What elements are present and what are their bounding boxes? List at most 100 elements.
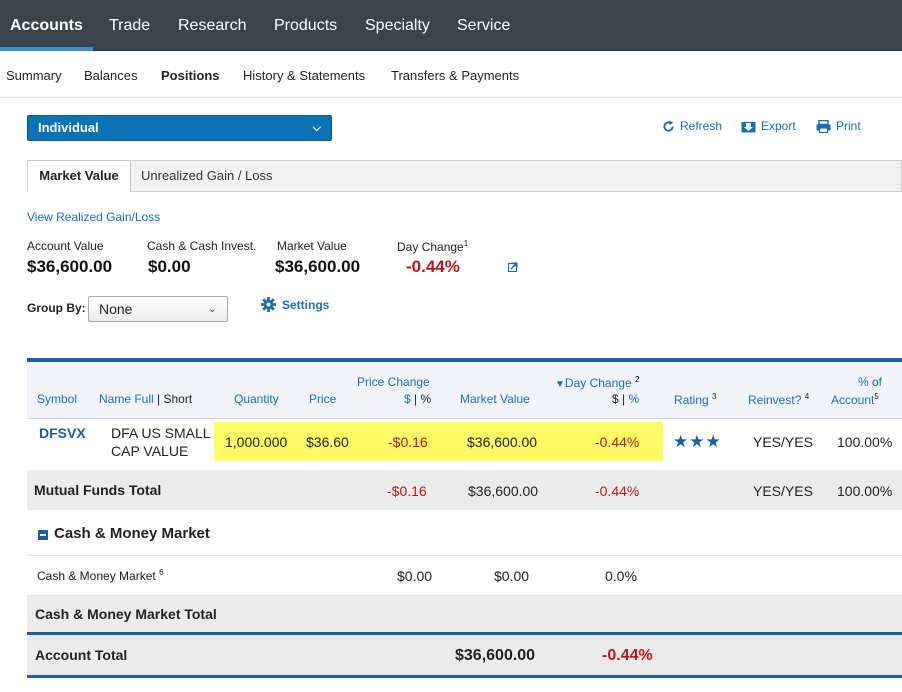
market-value: $36,600.00 [275, 257, 361, 276]
cash-total-label: Cash & Money Market Total [35, 606, 217, 622]
table-top-border [27, 358, 902, 362]
account-selector[interactable]: Individual ⌵ [27, 115, 332, 141]
col-price[interactable]: Price [309, 392, 337, 406]
col-reinvest[interactable]: Reinvest? 4 [748, 392, 810, 407]
col-account[interactable]: Account5 [831, 392, 879, 407]
account-total-label: Account Total [35, 647, 128, 663]
position-price-change: -$0.16 [388, 434, 428, 450]
subnav-balances[interactable]: Balances [84, 68, 138, 83]
col-name-full[interactable]: Name Full [99, 392, 154, 406]
export-label: Export [761, 119, 796, 133]
position-market-value: $36,600.00 [467, 434, 538, 450]
col-pct-of[interactable]: % of [858, 375, 883, 389]
col-quantity[interactable]: Quantity [234, 392, 279, 406]
gear-icon [261, 297, 276, 312]
col-rating-footnote: 3 [712, 392, 717, 401]
cash-row-day-change: 0.0% [605, 568, 637, 584]
mf-total-pct-account: 100.00% [837, 483, 893, 499]
col-name-short[interactable]: Short [163, 392, 193, 406]
chevron-down-icon: ⌵ [312, 122, 321, 134]
mf-total-price-change: -$0.16 [387, 483, 427, 499]
cash-total-row: Cash & Money Market Total [27, 596, 902, 632]
col-day-change-footnote: 2 [634, 375, 640, 384]
settings-button[interactable]: Settings [261, 297, 329, 312]
printer-icon [816, 119, 831, 133]
col-market-value[interactable]: Market Value [460, 392, 530, 406]
mf-total-market-value: $36,600.00 [468, 483, 539, 499]
table-header: Symbol Name Full | Short Quantity Price … [27, 362, 902, 419]
position-reinvest: YES/YES [753, 434, 813, 450]
tab-service[interactable]: Service [457, 17, 511, 34]
col-reinvest-footnote: 4 [804, 392, 810, 401]
account-value-label: Account Value [27, 239, 104, 253]
refresh-label: Refresh [680, 119, 723, 133]
popout-icon[interactable] [508, 262, 518, 272]
col-price-change[interactable]: Price Change [357, 375, 430, 389]
tab-research[interactable]: Research [178, 17, 247, 34]
tab-products[interactable]: Products [274, 17, 338, 34]
col-day-change-percent[interactable]: % [628, 392, 640, 406]
row-highlight [214, 422, 663, 461]
sub-nav: Summary Balances Positions History & Sta… [0, 52, 902, 98]
cash-row-price-change: $0.00 [397, 568, 433, 584]
position-pct-account: 100.00% [837, 434, 893, 450]
day-change-footnote: 1 [463, 239, 469, 248]
col-day-change[interactable]: ▼Day Change 2 [555, 375, 640, 390]
account-value: $36,600.00 [27, 257, 113, 276]
position-name-line1: DFA US SMALL [111, 425, 211, 441]
group-by-select[interactable]: None ⌄ [88, 296, 228, 322]
view-tabs: Market Value Unrealized Gain / Loss [27, 160, 902, 192]
tab-specialty[interactable]: Specialty [365, 17, 430, 34]
day-change-value: -0.44% [406, 257, 460, 276]
tab-market-value[interactable]: Market Value [27, 161, 131, 192]
position-name-line2: CAP VALUE [111, 443, 189, 459]
group-by-value: None [99, 301, 133, 317]
cash-row-footnote: 6 [159, 568, 164, 577]
market-value-label: Market Value [277, 239, 347, 253]
collapse-icon[interactable] [38, 530, 48, 540]
cash-label: Cash & Cash Invest. [147, 239, 257, 253]
account-total-row: Account Total $36,600.00 -0.44% [27, 635, 902, 675]
col-price-change-dollar[interactable]: $ [404, 392, 411, 406]
settings-label: Settings [282, 297, 330, 312]
group-by-label: Group By: [27, 301, 86, 315]
col-day-change-units: $ | % [612, 392, 640, 406]
print-button[interactable]: Print [816, 119, 861, 133]
col-price-change-units: $ | % [404, 392, 432, 406]
col-day-change-dollar[interactable]: $ [612, 392, 619, 406]
tab-trade[interactable]: Trade [109, 17, 151, 34]
account-selector-value: Individual [38, 120, 99, 135]
account-total-top-border [27, 632, 902, 635]
print-label: Print [836, 119, 861, 133]
chevron-down-icon: ⌄ [207, 303, 217, 315]
tab-unrealized-gain-loss[interactable]: Unrealized Gain / Loss [141, 168, 273, 183]
subnav-history[interactable]: History & Statements [243, 68, 366, 83]
col-price-change-percent[interactable]: % [420, 392, 432, 406]
account-total-bottom-border [27, 675, 902, 678]
refresh-button[interactable]: Refresh [662, 119, 722, 133]
position-price: $36.60 [306, 434, 349, 450]
tab-accounts[interactable]: Accounts [0, 0, 93, 51]
export-icon [741, 121, 756, 132]
col-rating[interactable]: Rating 3 [674, 392, 717, 407]
col-name: Name Full | Short [99, 392, 193, 406]
export-button[interactable]: Export [741, 119, 796, 133]
cash-row-label: Cash & Money Market 6 [37, 568, 164, 583]
account-total-market-value: $36,600.00 [455, 647, 536, 664]
table-row: Cash & Money Market 6 $0.00 $0.00 0.0% [27, 556, 902, 596]
subnav-transfers[interactable]: Transfers & Payments [391, 68, 520, 83]
table-row: DFSVX DFA US SMALL CAP VALUE 1,000.000 $… [27, 419, 902, 470]
cash-section-header[interactable]: Cash & Money Market [27, 510, 902, 556]
account-total-day-change: -0.44% [602, 647, 653, 664]
cash-row-market-value: $0.00 [494, 568, 530, 584]
cash-section-label: Cash & Money Market [54, 525, 210, 542]
refresh-icon [663, 119, 674, 132]
mf-total-day-change: -0.44% [595, 483, 640, 499]
subnav-positions[interactable]: Positions [161, 68, 220, 83]
sort-desc-icon: ▼ [555, 379, 565, 390]
position-day-change: -0.44% [595, 434, 640, 450]
col-symbol[interactable]: Symbol [37, 392, 78, 406]
subnav-summary[interactable]: Summary [6, 68, 62, 83]
view-realized-link[interactable]: View Realized Gain/Loss [27, 210, 161, 224]
position-symbol-link[interactable]: DFSVX [39, 425, 86, 441]
